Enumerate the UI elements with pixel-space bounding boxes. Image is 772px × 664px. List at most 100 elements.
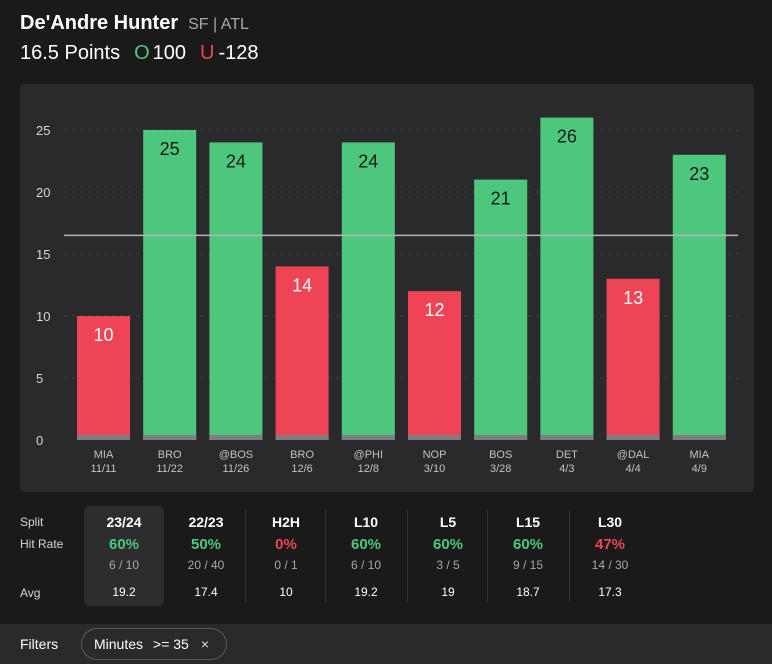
split-hit-rate: 47% xyxy=(594,536,626,553)
split-hit-count: 14 / 30 xyxy=(591,558,629,572)
filter-chip-value: >= 35 xyxy=(153,636,189,652)
split-average: 18.7 xyxy=(516,585,540,599)
x-tick-date: 11/11 xyxy=(91,463,117,475)
player-position-team: SF | ATL xyxy=(188,16,249,33)
bar xyxy=(474,179,528,440)
bar-value-label: 21 xyxy=(491,189,511,209)
split-name: L15 xyxy=(515,514,541,530)
x-tick-opponent: @BOS xyxy=(219,449,253,461)
player-name: De'Andre Hunter xyxy=(20,12,179,34)
x-tick-opponent: MIA xyxy=(94,449,114,461)
bar-value-label: 26 xyxy=(557,127,577,147)
split-average: 17.3 xyxy=(598,585,622,599)
split-label: Split xyxy=(20,515,44,529)
bar xyxy=(143,130,197,440)
bar-value-label: 25 xyxy=(160,139,180,159)
split-divider xyxy=(245,510,246,602)
x-tick-date: 3/28 xyxy=(490,463,511,475)
bar-base xyxy=(275,435,329,440)
y-tick-label: 10 xyxy=(36,309,50,324)
under-prefix: U xyxy=(200,42,215,64)
split-hit-count: 6 / 10 xyxy=(108,558,140,572)
split-hit-rate: 60% xyxy=(432,536,464,553)
x-tick-date: 11/22 xyxy=(156,463,183,475)
over-odds[interactable]: O 100 xyxy=(134,42,186,65)
split-divider xyxy=(487,510,488,602)
player-header: De'Andre Hunter SF | ATL 16.5 Points O 10… xyxy=(20,12,760,66)
bar-base xyxy=(341,435,395,440)
split-name: L30 xyxy=(597,514,623,530)
x-tick-date: 4/3 xyxy=(559,463,574,475)
y-tick-label: 5 xyxy=(36,371,43,386)
x-tick-opponent: @DAL xyxy=(617,449,650,461)
bar-value-label: 13 xyxy=(623,288,643,308)
split-hit-rate: 60% xyxy=(512,536,544,553)
split-hit-rate: 50% xyxy=(190,536,222,553)
x-tick-date: 4/4 xyxy=(625,463,640,475)
over-odds-value: 100 xyxy=(152,42,187,64)
x-tick-date: 4/9 xyxy=(692,463,707,475)
x-tick-opponent: BOS xyxy=(489,449,512,461)
bar-base xyxy=(672,435,726,440)
bar xyxy=(540,117,594,440)
split-name: L5 xyxy=(439,514,457,530)
avg-label: Avg xyxy=(20,586,41,600)
y-tick-label: 0 xyxy=(36,433,43,448)
bar-value-label: 24 xyxy=(226,151,246,171)
hit-rate-label: Hit Rate xyxy=(20,537,64,551)
bar-base xyxy=(474,435,528,440)
x-tick-opponent: DET xyxy=(556,449,578,461)
bar-base xyxy=(408,435,461,440)
split-average: 17.4 xyxy=(194,585,218,599)
bar-base xyxy=(209,435,263,440)
under-odds[interactable]: U -128 xyxy=(200,42,258,65)
split-column-h2h[interactable]: H2H 0% 0 / 1 10 xyxy=(246,506,326,606)
bar xyxy=(606,278,660,440)
x-tick-date: 12/8 xyxy=(358,463,379,475)
close-icon[interactable]: × xyxy=(200,636,210,652)
filter-chip-name: Minutes xyxy=(94,636,144,652)
split-divider xyxy=(407,510,408,602)
x-tick-opponent: NOP xyxy=(423,449,447,461)
split-column-l10[interactable]: L10 60% 6 / 10 19.2 xyxy=(326,506,406,606)
split-hit-count: 9 / 15 xyxy=(512,558,544,572)
x-tick-date: 11/26 xyxy=(223,463,250,475)
bar xyxy=(408,291,461,440)
x-tick-date: 12/6 xyxy=(291,463,312,475)
split-column-l30[interactable]: L30 47% 14 / 30 17.3 xyxy=(570,506,650,606)
split-name: L10 xyxy=(353,514,379,530)
bar xyxy=(341,142,395,440)
split-hit-count: 6 / 10 xyxy=(350,558,382,572)
split-average: 19.2 xyxy=(354,585,378,599)
split-column-23-24[interactable]: 23/24 60% 6 / 10 19.2 xyxy=(84,506,164,606)
y-tick-label: 20 xyxy=(36,185,50,200)
minutes-filter-chip[interactable]: Minutes >= 35 × xyxy=(81,628,227,660)
split-divider xyxy=(325,510,326,602)
x-tick-opponent: MIA xyxy=(690,449,710,461)
bar-base xyxy=(606,435,660,440)
bar xyxy=(209,142,263,440)
over-prefix: O xyxy=(134,42,150,64)
filters-label: Filters xyxy=(20,636,59,652)
split-name: 23/24 xyxy=(106,514,142,530)
filters-bar: Filters Minutes >= 35 × xyxy=(0,624,772,664)
x-tick-opponent: BRO xyxy=(290,449,314,461)
split-average: 19 xyxy=(441,585,455,599)
bar-value-label: 12 xyxy=(424,300,444,320)
bar xyxy=(672,154,726,441)
split-column-22-23[interactable]: 22/23 50% 20 / 40 17.4 xyxy=(166,506,246,606)
split-column-l15[interactable]: L15 60% 9 / 15 18.7 xyxy=(488,506,568,606)
bar-value-label: 10 xyxy=(93,325,113,345)
split-average: 19.2 xyxy=(112,585,136,599)
split-name: H2H xyxy=(271,514,300,530)
bar-value-label: 23 xyxy=(689,164,709,184)
prop-line-label: 16.5 Points xyxy=(20,42,121,64)
split-hit-rate: 60% xyxy=(108,536,140,553)
bar-chart-svg: 0 5 10 15 20 25 10 MIA 11/11 25 BRO 11/22 24 @BOS 11/2… xyxy=(36,117,738,475)
bar-base xyxy=(540,435,594,440)
split-column-l5[interactable]: L5 60% 3 / 5 19 xyxy=(408,506,488,606)
split-hit-count: 0 / 1 xyxy=(274,558,298,572)
bar-base xyxy=(143,435,197,440)
bar-value-label: 14 xyxy=(292,275,312,295)
under-odds-value: -128 xyxy=(218,42,259,64)
